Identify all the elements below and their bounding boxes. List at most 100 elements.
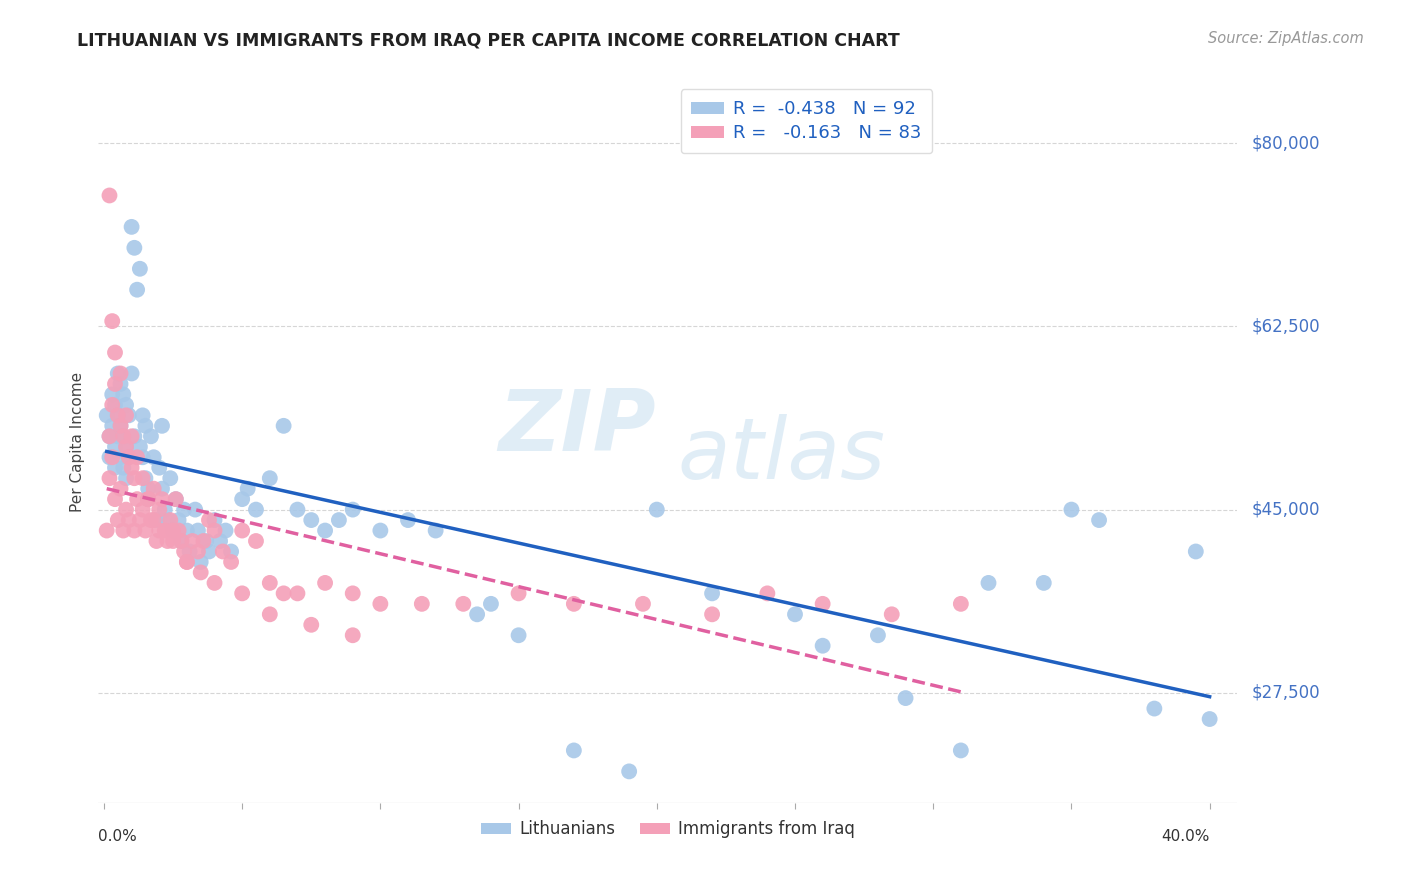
Text: $45,000: $45,000	[1251, 500, 1320, 518]
Point	[156, 534, 179, 549]
Point	[176, 524, 198, 538]
Point	[342, 628, 364, 642]
Point	[173, 544, 195, 558]
Point	[245, 502, 267, 516]
Point	[115, 440, 138, 454]
Point	[150, 482, 173, 496]
Point	[153, 524, 176, 538]
Text: 40.0%: 40.0%	[1161, 829, 1209, 844]
Point	[115, 409, 138, 423]
Point	[949, 597, 972, 611]
Point	[209, 534, 232, 549]
Point	[231, 524, 253, 538]
Point	[110, 376, 132, 391]
Point	[104, 492, 127, 507]
Point	[259, 471, 281, 485]
Point	[112, 460, 135, 475]
Point	[150, 492, 173, 507]
Point	[131, 471, 153, 485]
Point	[219, 555, 242, 569]
Point	[107, 409, 129, 423]
Point	[866, 628, 889, 642]
Point	[273, 418, 295, 433]
Text: LITHUANIAN VS IMMIGRANTS FROM IRAQ PER CAPITA INCOME CORRELATION CHART: LITHUANIAN VS IMMIGRANTS FROM IRAQ PER C…	[77, 31, 900, 49]
Point	[136, 492, 159, 507]
Point	[148, 502, 170, 516]
Point	[231, 492, 253, 507]
Point	[370, 597, 392, 611]
Point	[1185, 544, 1208, 558]
Point	[617, 764, 640, 779]
Point	[167, 524, 190, 538]
Point	[198, 544, 221, 558]
Point	[104, 398, 127, 412]
Point	[101, 387, 124, 401]
Point	[562, 597, 585, 611]
Point	[977, 575, 1000, 590]
Point	[170, 534, 193, 549]
Point	[150, 418, 173, 433]
Text: 0.0%: 0.0%	[98, 829, 138, 844]
Y-axis label: Per Capita Income: Per Capita Income	[70, 371, 86, 512]
Point	[631, 597, 654, 611]
Point	[110, 482, 132, 496]
Point	[139, 429, 162, 443]
Point	[131, 409, 153, 423]
Text: atlas: atlas	[678, 415, 886, 498]
Point	[115, 440, 138, 454]
Point	[204, 524, 226, 538]
Point	[198, 513, 221, 527]
Point	[245, 534, 267, 549]
Point	[101, 314, 124, 328]
Point	[148, 460, 170, 475]
Point	[131, 502, 153, 516]
Point	[145, 513, 167, 527]
Point	[104, 460, 127, 475]
Point	[162, 524, 184, 538]
Point	[1198, 712, 1220, 726]
Point	[1060, 502, 1083, 516]
Point	[101, 398, 124, 412]
Point	[184, 502, 207, 516]
Point	[273, 586, 295, 600]
Point	[370, 524, 392, 538]
Point	[479, 597, 502, 611]
Text: $62,500: $62,500	[1251, 318, 1320, 335]
Point	[124, 471, 146, 485]
Point	[131, 450, 153, 465]
Point	[170, 534, 193, 549]
Point	[219, 544, 242, 558]
Point	[98, 450, 121, 465]
Point	[181, 534, 204, 549]
Point	[783, 607, 806, 622]
Point	[148, 524, 170, 538]
Point	[101, 418, 124, 433]
Point	[176, 555, 198, 569]
Point	[314, 575, 336, 590]
Point	[1143, 701, 1166, 715]
Point	[425, 524, 447, 538]
Point	[104, 440, 127, 454]
Point	[139, 513, 162, 527]
Point	[136, 492, 159, 507]
Point	[165, 492, 187, 507]
Point	[121, 460, 143, 475]
Point	[949, 743, 972, 757]
Point	[153, 502, 176, 516]
Point	[811, 597, 834, 611]
Point	[190, 566, 212, 580]
Point	[142, 513, 165, 527]
Point	[508, 586, 530, 600]
Point	[121, 219, 143, 234]
Point	[142, 450, 165, 465]
Point	[107, 409, 129, 423]
Point	[112, 387, 135, 401]
Point	[128, 513, 150, 527]
Point	[167, 513, 190, 527]
Point	[104, 376, 127, 391]
Point	[118, 409, 141, 423]
Point	[127, 283, 149, 297]
Point	[118, 450, 141, 465]
Point	[127, 492, 149, 507]
Point	[134, 418, 156, 433]
